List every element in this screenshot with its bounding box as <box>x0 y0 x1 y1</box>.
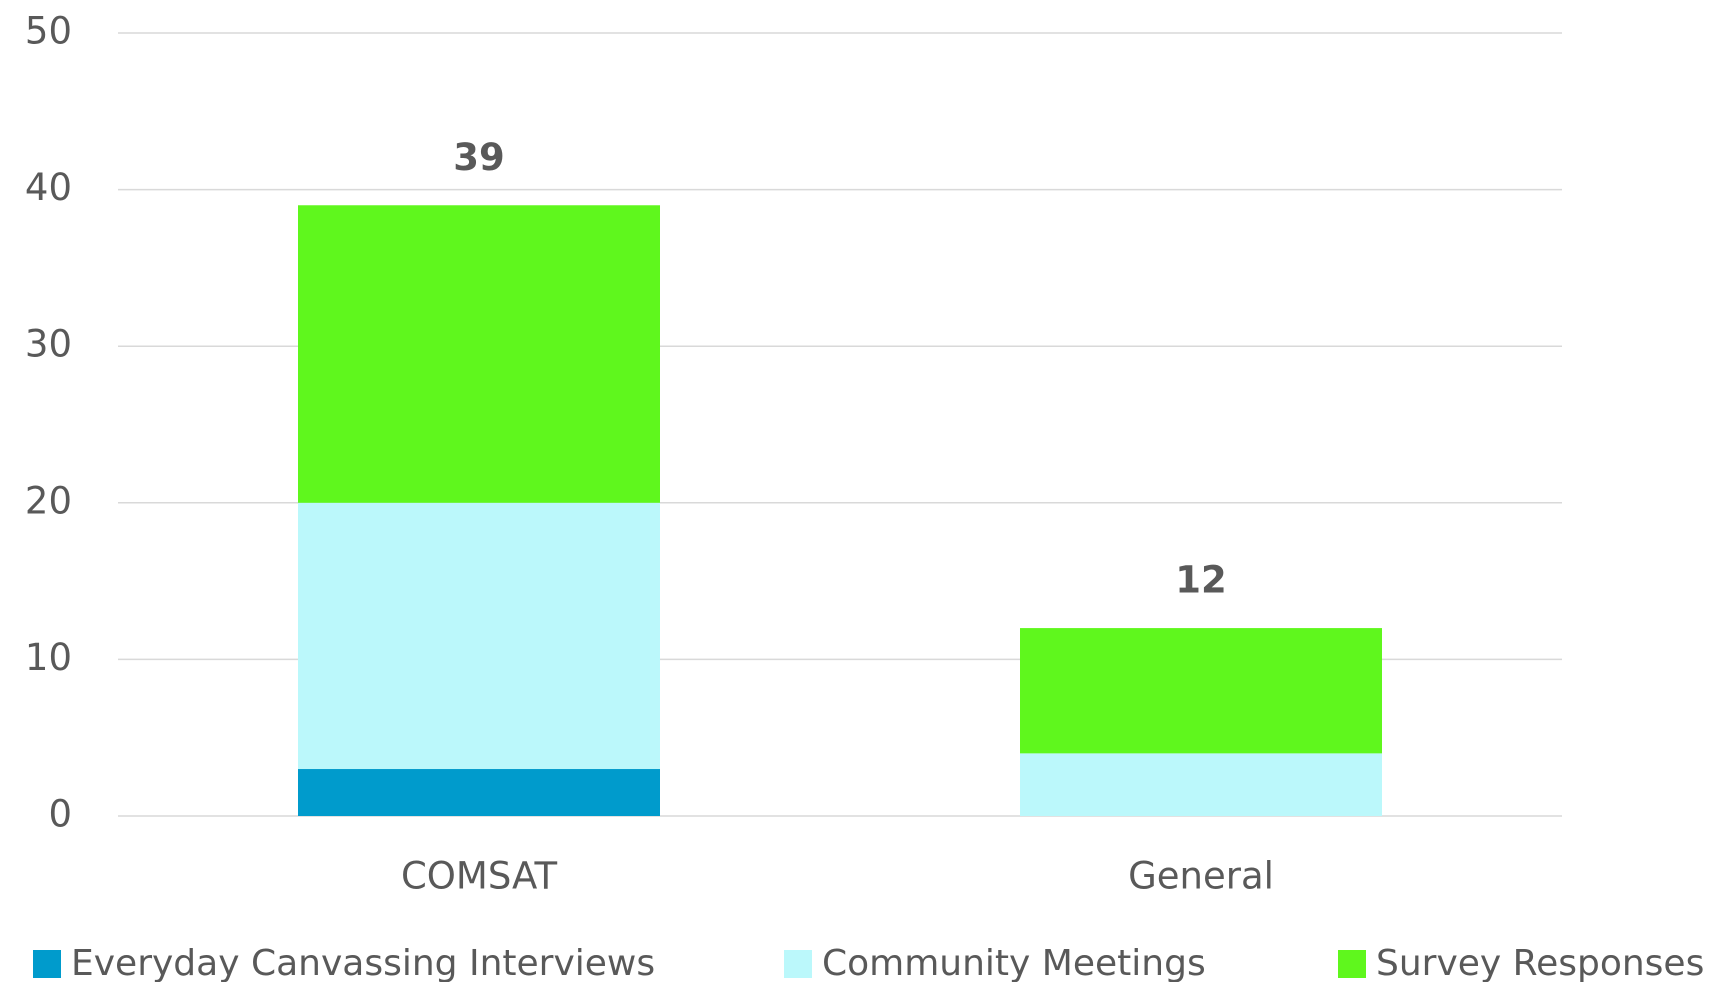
total-label: 39 <box>453 136 505 179</box>
legend-swatch <box>784 950 812 978</box>
y-tick-label: 30 <box>25 323 72 366</box>
y-tick-label: 20 <box>25 479 72 522</box>
y-tick-label: 10 <box>25 636 72 679</box>
legend-swatch <box>1338 950 1366 978</box>
y-tick-label: 40 <box>25 166 72 209</box>
bar-segment <box>298 769 660 816</box>
y-tick-label: 0 <box>48 793 72 836</box>
x-tick-label: COMSAT <box>401 855 557 898</box>
bar-segment <box>1020 628 1382 754</box>
bar-segment <box>298 502 660 770</box>
bar-segment <box>1020 753 1382 816</box>
legend-label: Everyday Canvassing Interviews <box>71 943 655 982</box>
x-tick-label: General <box>1128 855 1274 898</box>
legend-swatch <box>33 950 61 978</box>
bar-segment <box>298 205 660 503</box>
total-label: 12 <box>1175 559 1227 602</box>
legend-label: Community Meetings <box>822 943 1206 982</box>
legend-label: Survey Responses <box>1376 943 1704 982</box>
y-tick-label: 50 <box>25 10 72 53</box>
